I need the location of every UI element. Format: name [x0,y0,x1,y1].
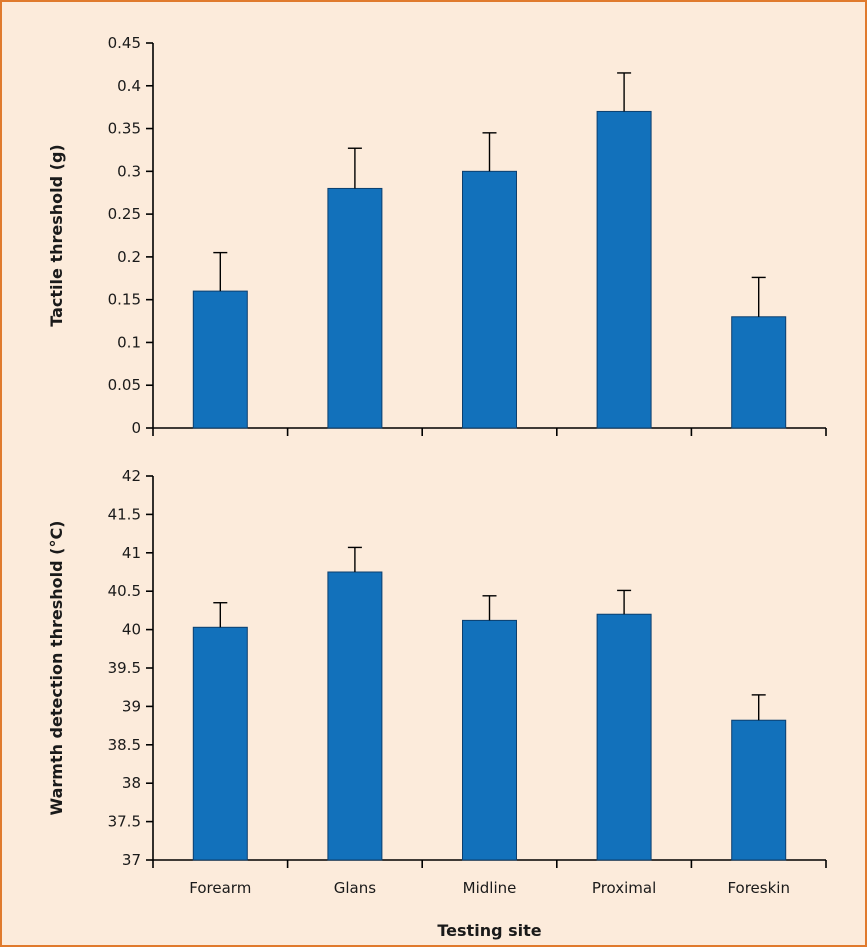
x-category-label: Midline [463,879,517,897]
bar-midline [462,170,517,429]
x-category-label: Proximal [592,879,656,897]
y-tick-label: 0.35 [108,120,141,138]
bar-foreskin [731,316,787,429]
y-tick-label: 40 [122,621,141,639]
y-tick-label: 38 [122,774,141,792]
bar-forearm [192,626,248,861]
y-axis-title: Tactile threshold (g) [47,144,66,326]
y-tick-label: 41 [122,544,141,562]
y-tick-label: 40.5 [108,582,141,600]
bar-glans [327,187,383,429]
bar-foreskin [731,719,787,861]
y-tick-label: 0.3 [117,162,141,180]
y-tick-label: 37.5 [108,813,141,831]
y-tick-label: 0.05 [108,376,141,394]
x-category-label: Forearm [189,879,251,897]
y-axis-title: Warmth detection threshold (°C) [47,521,66,816]
y-tick-label: 42 [122,467,141,485]
x-axis-title: Testing site [437,921,541,940]
y-tick-label: 37 [122,851,141,869]
bar-proximal [596,110,652,429]
bar-midline [462,619,517,861]
chart-panel-1: 0 0.05 0.1 0.15 0.2 0.25 0.3 0.35 0.4 0.45 Tactile… [47,34,827,437]
y-tick-label: 0.2 [117,248,141,266]
chart-panel-2: 37 37.5 38 38.5 39 39.5 40 40.5 41 41.5 42 Forearm G… [47,467,827,940]
y-tick-label: 39.5 [108,659,141,677]
y-tick-label: 41.5 [108,505,141,523]
x-category-label: Glans [334,879,376,897]
y-tick-label: 0.15 [108,291,141,309]
y-tick-label: 0.1 [117,333,141,351]
y-tick-label: 0.45 [108,34,141,52]
y-tick-label: 39 [122,697,141,715]
y-tick-label: 38.5 [108,736,141,754]
bar-glans [327,571,383,861]
y-tick-label: 0.4 [117,77,141,95]
x-category-label: Foreskin [727,879,790,897]
y-tick-label: 0 [131,419,141,437]
bar-proximal [596,613,652,861]
bar-forearm [192,290,248,429]
y-tick-label: 0.25 [108,205,141,223]
